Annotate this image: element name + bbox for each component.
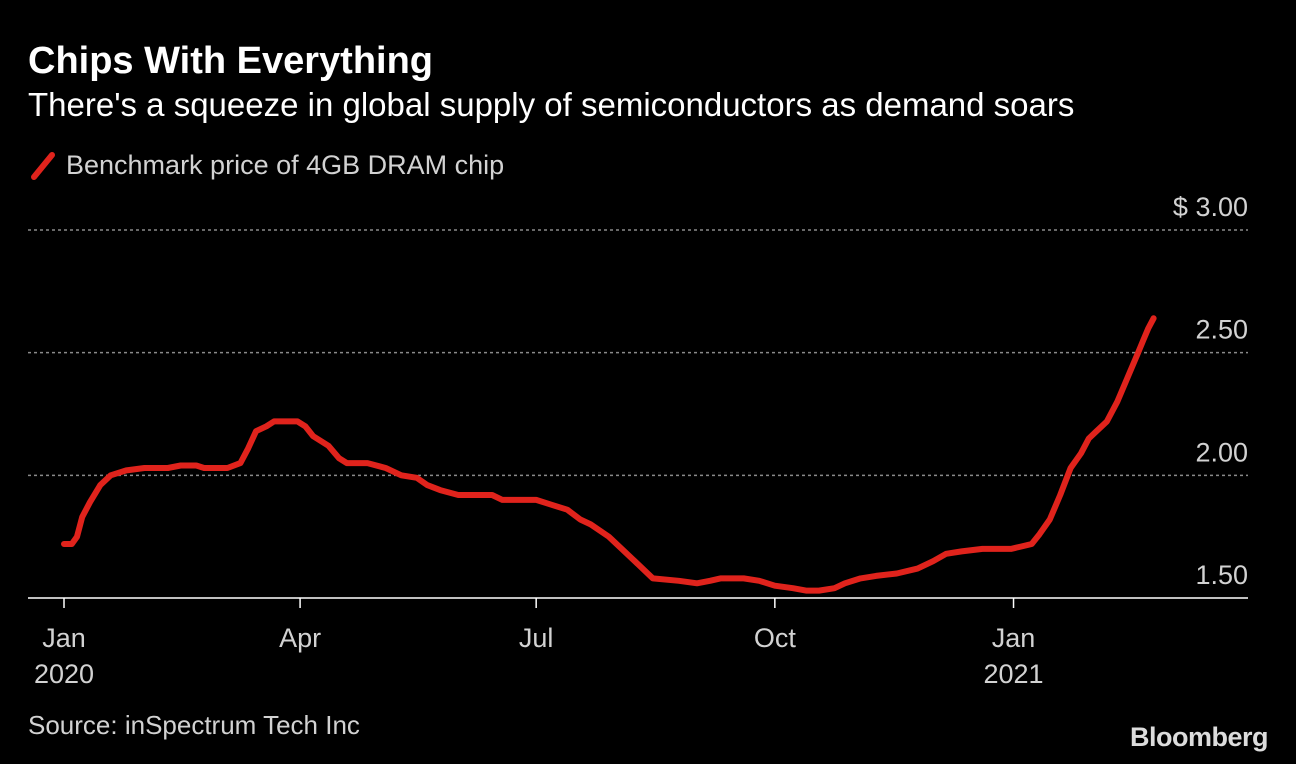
x-tick-label: Oct [754, 623, 797, 653]
x-tick-year-label: 2020 [34, 659, 94, 689]
legend: Benchmark price of 4GB DRAM chip [30, 150, 504, 181]
x-tick-label: Apr [279, 623, 321, 653]
x-tick-label: Jan [42, 623, 86, 653]
y-tick-label: 2.50 [1195, 315, 1248, 345]
x-tick-label: Jan [992, 623, 1036, 653]
chart-title: Chips With Everything [28, 40, 434, 82]
x-tick-year-label: 2021 [983, 659, 1043, 689]
source-note: Source: inSpectrum Tech Inc [28, 710, 360, 740]
chart-subtitle: There's a squeeze in global supply of se… [28, 86, 1075, 123]
x-tick-label: Jul [519, 623, 554, 653]
series-line-dram-price [61, 315, 1157, 594]
legend-label: Benchmark price of 4GB DRAM chip [66, 150, 505, 180]
y-tick-label: 1.50 [1195, 560, 1248, 590]
brand-logo: Bloomberg [1129, 722, 1269, 752]
legend-swatch-icon [31, 151, 55, 180]
y-tick-label: 2.00 [1195, 437, 1248, 467]
y-tick-label: $ 3.00 [1173, 192, 1248, 222]
